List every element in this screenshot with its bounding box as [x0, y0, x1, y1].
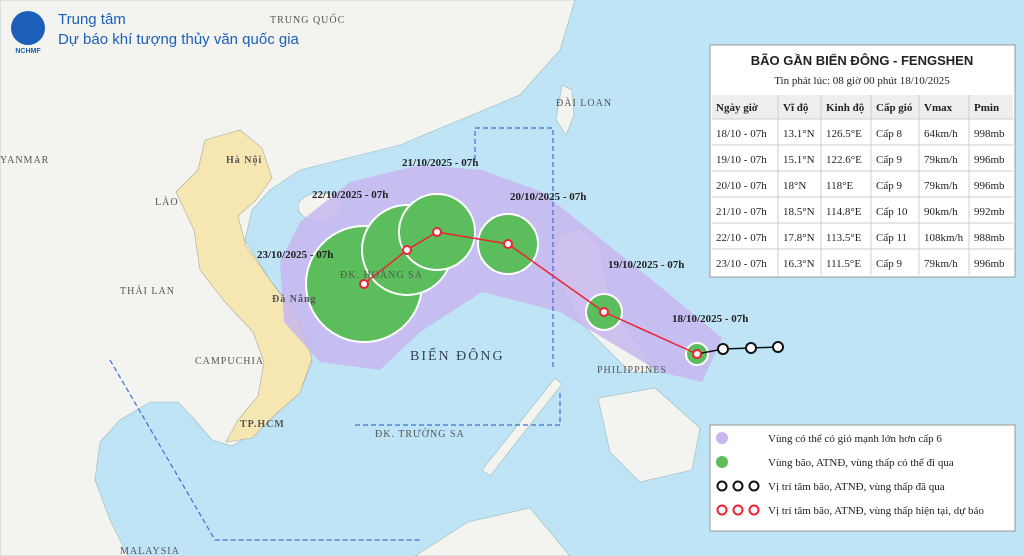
track-label: 20/10/2025 - 07h [510, 191, 586, 203]
table-cell: Cấp 9 [876, 154, 902, 166]
table-cell: 90km/h [924, 206, 958, 218]
table-subtitle: Tin phát lúc: 08 giờ 00 phút 18/10/2025 [774, 75, 950, 87]
table-cell: 126.5°E [826, 128, 862, 140]
table-cell: 998mb [974, 128, 1005, 140]
table-cell: 113.5°E [826, 232, 862, 244]
forecast-centers [359, 227, 702, 359]
visayas-mindanao [597, 387, 701, 483]
header-line: Trung tâm [58, 11, 126, 28]
column-header: Vmax [924, 102, 953, 114]
storm-zone [305, 193, 709, 366]
map-label: BIỂN ĐÔNG [410, 347, 505, 364]
map-label: YANMAR [0, 155, 49, 166]
table-cell: Cấp 8 [876, 128, 902, 140]
table-cell: 79km/h [924, 180, 958, 192]
map-label: CAMPUCHIA [195, 356, 264, 367]
legend-swatch [716, 432, 728, 444]
legend-symbol [732, 504, 744, 516]
table-cell: 122.6°E [826, 154, 862, 166]
mainland [0, 0, 576, 556]
table-header-bg [712, 95, 1013, 119]
table-cell: 64km/h [924, 128, 958, 140]
taiwan [555, 84, 575, 136]
info-table [709, 44, 1016, 278]
track-label: 18/10/2025 - 07h [672, 313, 748, 325]
table-cell: 108km/h [924, 232, 964, 244]
legend-text: Vị trí tâm bão, ATNĐ, vùng thấp hiện tại… [768, 505, 984, 517]
vietnam [175, 129, 313, 443]
column-header: Vĩ độ [783, 102, 809, 114]
table-cell: 18°N [783, 180, 806, 192]
column-header: Kinh độ [826, 102, 865, 114]
borneo [414, 507, 571, 556]
table-cell: 79km/h [924, 258, 958, 270]
map-label: TRUNG QUỐC [270, 13, 345, 26]
column-header: Pmin [974, 102, 999, 114]
table-cell: 988mb [974, 232, 1005, 244]
legend-text: Vùng có thể có gió mạnh lớn hơn cấp 6 [768, 433, 942, 445]
table-cell: 118°E [826, 180, 853, 192]
legend-text: Vùng bão, ATNĐ, vùng thấp có thể đi qua [768, 457, 954, 469]
map-label: ĐÀI LOAN [556, 97, 612, 109]
legend [709, 424, 1016, 532]
table-cell: 996mb [974, 258, 1005, 270]
map-label: Đà Nẵng [272, 294, 317, 305]
legend-symbol [748, 504, 760, 516]
table-cell: Cấp 10 [876, 206, 908, 218]
palawan [481, 377, 563, 477]
table-cell: 17.8°N [783, 232, 815, 244]
table-cell: 18.5°N [783, 206, 815, 218]
map-label: MALAYSIA [120, 546, 180, 556]
table-cell: Cấp 9 [876, 258, 902, 270]
legend-symbol [732, 480, 744, 492]
table-cell: 21/10 - 07h [716, 206, 767, 218]
table-cell: 22/10 - 07h [716, 232, 767, 244]
table-cell: 992mb [974, 206, 1005, 218]
legend-symbol [716, 504, 728, 516]
table-cell: 111.5°E [826, 258, 861, 270]
track-label: 22/10/2025 - 07h [312, 189, 388, 201]
column-header: Cấp gió [876, 102, 913, 114]
table-cell: 16.3°N [783, 258, 815, 270]
map-label: ĐK. HOÀNG SA [340, 269, 423, 281]
table-cell: 20/10 - 07h [716, 180, 767, 192]
table-cell: 996mb [974, 154, 1005, 166]
table-cell: Cấp 11 [876, 232, 907, 244]
map-label: LÀO [155, 196, 179, 208]
map-label: Hà Nội [226, 155, 262, 166]
track-label: 21/10/2025 - 07h [402, 157, 478, 169]
map-label: THÁI LAN [120, 285, 175, 297]
table-title: BÃO GẦN BIỂN ĐÔNG - FENGSHEN [751, 53, 973, 68]
legend-text: Vị trí tâm bão, ATNĐ, vùng thấp đã qua [768, 481, 945, 493]
track-label: 23/10/2025 - 07h [257, 249, 333, 261]
map-label: TP.HCM [240, 419, 285, 430]
table-cell: 18/10 - 07h [716, 128, 767, 140]
legend-symbol [716, 480, 728, 492]
table-cell: 114.8°E [826, 206, 862, 218]
table-cell: 996mb [974, 180, 1005, 192]
column-header: Ngày giờ [716, 102, 759, 114]
table-cell: 79km/h [924, 154, 958, 166]
legend-symbol [748, 480, 760, 492]
track-label: 19/10/2025 - 07h [608, 259, 684, 271]
logo [11, 11, 45, 45]
map-label: PHILIPPINES [597, 365, 667, 376]
header-line: Dự báo khí tượng thủy văn quốc gia [58, 31, 300, 48]
table-cell: 15.1°N [783, 154, 815, 166]
table-cell: 13.1°N [783, 128, 815, 140]
table-cell: 23/10 - 07h [716, 258, 767, 270]
legend-swatch [716, 456, 728, 468]
forecast-track [363, 231, 698, 355]
past-centers [717, 341, 784, 355]
past-track [696, 346, 779, 355]
logo-text: NCHMF [15, 48, 41, 55]
map-label: ĐK. TRƯỜNG SA [375, 428, 465, 440]
boundary-lines [109, 127, 561, 541]
table-cell: 19/10 - 07h [716, 154, 767, 166]
table-cell: Cấp 9 [876, 180, 902, 192]
